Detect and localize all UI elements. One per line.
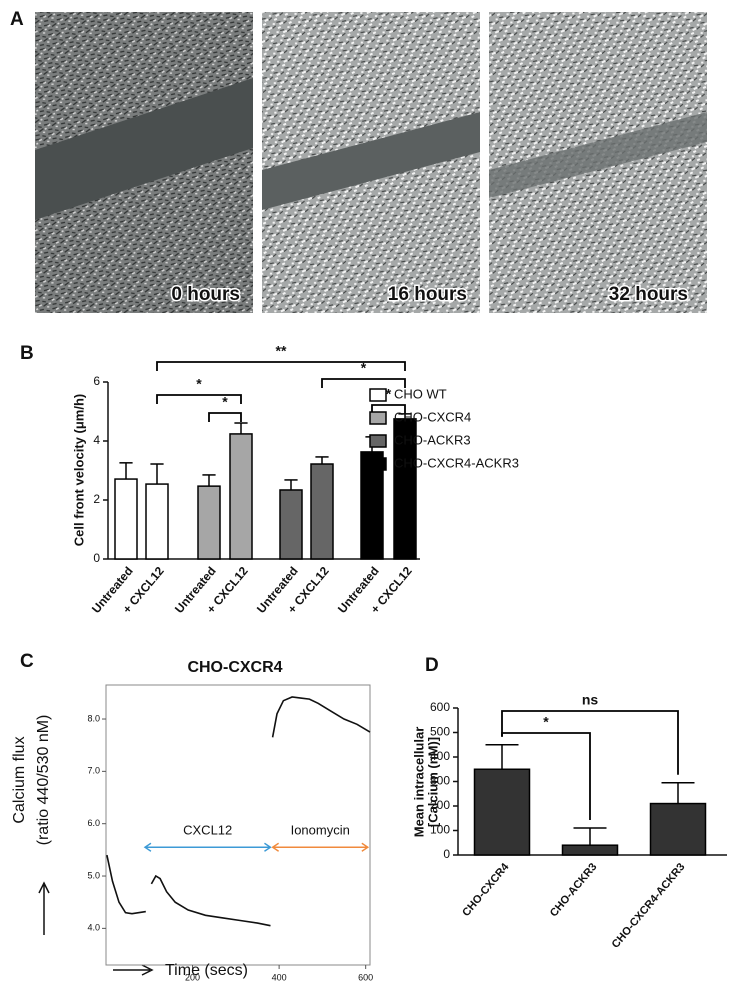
bar <box>145 483 169 560</box>
significance-label: * <box>361 360 367 376</box>
plot-frame <box>105 684 371 966</box>
x-tick-label: CHO-CXCR4 <box>460 860 512 918</box>
image-caption: 16 hours <box>388 284 467 305</box>
x-axis-title: Time (secs) <box>165 962 248 979</box>
legend-label: CHO WT <box>394 386 447 401</box>
panel-label: D <box>425 655 439 676</box>
y-tick-label: 100 <box>430 823 450 837</box>
y-tick-label: 0 <box>93 551 100 565</box>
significance-label: * <box>222 394 228 410</box>
significance-label: * <box>386 386 392 402</box>
panel-label: C <box>20 651 34 672</box>
bar <box>229 433 253 560</box>
legend-swatch <box>369 434 387 448</box>
bar <box>197 485 221 560</box>
y-tick-label: 400 <box>430 749 450 763</box>
y-tick-label: 4 <box>93 433 100 447</box>
y-axis-title: (ratio 440/530 nM) <box>35 715 52 846</box>
y-tick-label: 300 <box>430 774 450 788</box>
annotation-label: Ionomycin <box>291 823 350 838</box>
legend-label: CHO-CXCR4-ACKR3 <box>394 455 519 470</box>
x-tick-label: 400 <box>272 972 287 982</box>
annotation-arrow <box>271 842 370 852</box>
y-tick-label: 0 <box>443 847 450 861</box>
x-tick-label: CHO-CXCR4-ACKR3 <box>610 861 688 951</box>
significance-bracket <box>208 412 242 422</box>
significance-bracket <box>501 710 679 775</box>
data-line <box>106 696 371 927</box>
significance-label: * <box>196 376 202 392</box>
annotation-arrow <box>143 842 272 852</box>
bar <box>561 844 619 856</box>
significance-bracket <box>156 361 406 371</box>
image-caption: 32 hours <box>609 284 688 305</box>
significance-label: ** <box>276 343 287 359</box>
bar <box>473 768 531 856</box>
significance-bracket <box>321 378 406 388</box>
panel-label: B <box>20 343 34 364</box>
micrograph <box>35 12 253 313</box>
legend-swatch <box>369 411 387 425</box>
significance-bracket <box>371 404 406 414</box>
bar <box>310 463 334 560</box>
y-tick-label: 7.0 <box>87 766 100 776</box>
bar <box>279 489 303 560</box>
y-tick-label: 8.0 <box>87 713 100 723</box>
y-tick-label: 5.0 <box>87 870 100 880</box>
significance-label: ns <box>582 692 599 708</box>
y-tick-label: 4.0 <box>87 923 100 933</box>
y-tick-label: 2 <box>93 492 100 506</box>
y-tick-label: 600 <box>430 700 450 714</box>
micrograph <box>489 12 707 313</box>
y-axis-title: Mean intracellular <box>411 727 426 838</box>
significance-bracket <box>156 394 242 404</box>
bar <box>649 802 707 856</box>
significance-label: * <box>543 714 549 730</box>
x-tick-label: CHO-ACKR3 <box>548 861 600 919</box>
x-tick-label: 600 <box>358 972 373 982</box>
micrograph <box>262 12 480 313</box>
x-tick-label: 200 <box>185 972 200 982</box>
legend-swatch <box>369 457 387 471</box>
y-axis-title: [Calcium (nM)] <box>425 737 440 827</box>
axis-arrow <box>38 881 50 935</box>
y-tick-label: 200 <box>430 798 450 812</box>
y-tick-label: 6.0 <box>87 818 100 828</box>
annotation-label: CXCL12 <box>183 823 232 838</box>
legend-swatch <box>369 388 387 402</box>
legend-label: CHO-ACKR3 <box>394 432 471 447</box>
bar <box>114 478 138 560</box>
panel-label: A <box>10 9 24 30</box>
y-tick-label: 500 <box>430 725 450 739</box>
image-caption: 0 hours <box>171 284 240 305</box>
y-axis-title: Cell front velocity (μm/h) <box>71 394 86 546</box>
y-tick-label: 6 <box>93 374 100 388</box>
legend-label: CHO-CXCR4 <box>394 409 471 424</box>
axis-arrow <box>113 964 154 976</box>
chart-title: CHO-CXCR4 <box>187 659 282 676</box>
y-axis-title: Calcium flux <box>11 736 28 823</box>
